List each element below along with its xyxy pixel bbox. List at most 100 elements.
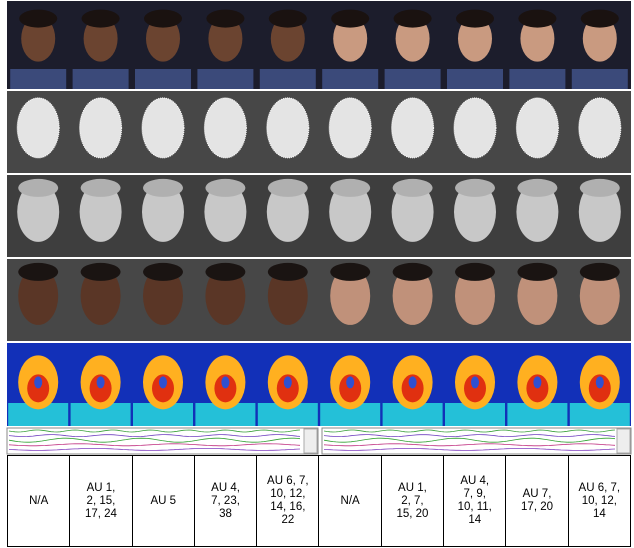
textured-hair <box>143 263 183 281</box>
au-text: 7, 23, <box>195 495 256 508</box>
mesh-face <box>392 98 434 158</box>
mesh-face <box>204 98 246 158</box>
au-text: 17, 24 <box>70 508 131 521</box>
au-cell: AU 4,7, 23,38 <box>194 456 256 547</box>
signal-scale <box>617 429 630 453</box>
shaded-hair <box>517 179 557 197</box>
mesh-face <box>142 98 184 158</box>
au-cell: AU 5 <box>132 456 194 547</box>
au-text: 14 <box>444 514 505 527</box>
shaded-hair <box>81 179 121 197</box>
thermal-nose <box>533 376 541 388</box>
mesh-face <box>17 98 59 158</box>
au-cell: AU 1,2, 15,17, 24 <box>70 456 132 547</box>
shirt <box>322 69 378 89</box>
shaded-hair <box>393 179 433 197</box>
shirt <box>509 69 565 89</box>
au-text: AU 5 <box>133 495 194 508</box>
hair <box>19 10 57 28</box>
shaded-hair <box>205 179 245 197</box>
hair <box>331 10 369 28</box>
shaded-hair <box>143 179 183 197</box>
thermal-nose <box>284 376 292 388</box>
textured-hair <box>517 263 557 281</box>
textured-hair <box>268 263 308 281</box>
thermal-nose <box>471 376 479 388</box>
thermal-nose <box>34 376 42 388</box>
thermal-nose <box>221 376 229 388</box>
hair <box>269 10 307 28</box>
textured-hair <box>330 263 370 281</box>
au-text: 14, 16, <box>257 501 318 514</box>
shaded-hair <box>268 179 308 197</box>
signal-scale <box>304 429 317 453</box>
mesh-face <box>329 98 371 158</box>
shaded-hair <box>330 179 370 197</box>
shirt <box>385 69 441 89</box>
mesh-face <box>267 98 309 158</box>
textured-hair <box>18 263 58 281</box>
au-cell: N/A <box>8 456 70 547</box>
shirt <box>572 69 628 89</box>
mesh-face <box>516 98 558 158</box>
au-text: 10, 12, <box>569 495 630 508</box>
shaded-hair <box>580 179 620 197</box>
hair <box>518 10 556 28</box>
mesh-face <box>80 98 122 158</box>
mesh-face <box>454 98 496 158</box>
au-text: AU 6, 7, <box>257 475 318 488</box>
thermal-nose <box>159 376 167 388</box>
textured-hair <box>455 263 495 281</box>
au-cell: AU 6, 7,10, 12,14, 16,22 <box>257 456 319 547</box>
shirt <box>135 69 191 89</box>
shirt <box>260 69 316 89</box>
shirt <box>447 69 503 89</box>
au-text: 7, 9, <box>444 488 505 501</box>
page: {"table": {"cells": [ ["N/A"], ["AU 1,",… <box>0 0 634 548</box>
hair <box>394 10 432 28</box>
thermal-nose <box>409 376 417 388</box>
shaded-hair <box>455 179 495 197</box>
figure <box>0 0 634 455</box>
au-text: 10, 12, <box>257 488 318 501</box>
hair <box>206 10 244 28</box>
au-text: AU 1, <box>70 482 131 495</box>
au-text: 17, 20 <box>506 501 567 514</box>
au-text: N/A <box>8 495 69 508</box>
au-cell: AU 6, 7,10, 12,14 <box>568 456 630 547</box>
au-text: 38 <box>195 508 256 521</box>
au-cell: AU 7,17, 20 <box>506 456 568 547</box>
au-cell: N/A <box>319 456 381 547</box>
hair <box>456 10 494 28</box>
hair <box>82 10 120 28</box>
thermal-nose <box>596 376 604 388</box>
au-cell: AU 1,2, 7,15, 20 <box>381 456 443 547</box>
au-row: N/AAU 1,2, 15,17, 24AU 5AU 4,7, 23,38AU … <box>8 456 631 547</box>
au-text: 2, 15, <box>70 495 131 508</box>
au-text: 2, 7, <box>382 495 443 508</box>
au-text: 10, 11, <box>444 501 505 514</box>
thermal-nose <box>97 376 105 388</box>
hair <box>144 10 182 28</box>
au-text: 15, 20 <box>382 508 443 521</box>
textured-hair <box>205 263 245 281</box>
au-text: AU 7, <box>506 488 567 501</box>
au-cell: AU 4,7, 9,10, 11,14 <box>444 456 506 547</box>
shirt <box>10 69 66 89</box>
au-text: 22 <box>257 514 318 527</box>
au-text: AU 4, <box>444 475 505 488</box>
mesh-face <box>579 98 621 158</box>
shirt <box>197 69 253 89</box>
au-text: N/A <box>319 495 380 508</box>
au-text: 14 <box>569 508 630 521</box>
shirt <box>73 69 129 89</box>
au-text: AU 4, <box>195 482 256 495</box>
shaded-hair <box>18 179 58 197</box>
thermal-nose <box>346 376 354 388</box>
textured-hair <box>580 263 620 281</box>
textured-hair <box>81 263 121 281</box>
au-text: AU 1, <box>382 482 443 495</box>
textured-hair <box>393 263 433 281</box>
au-text: AU 6, 7, <box>569 482 630 495</box>
